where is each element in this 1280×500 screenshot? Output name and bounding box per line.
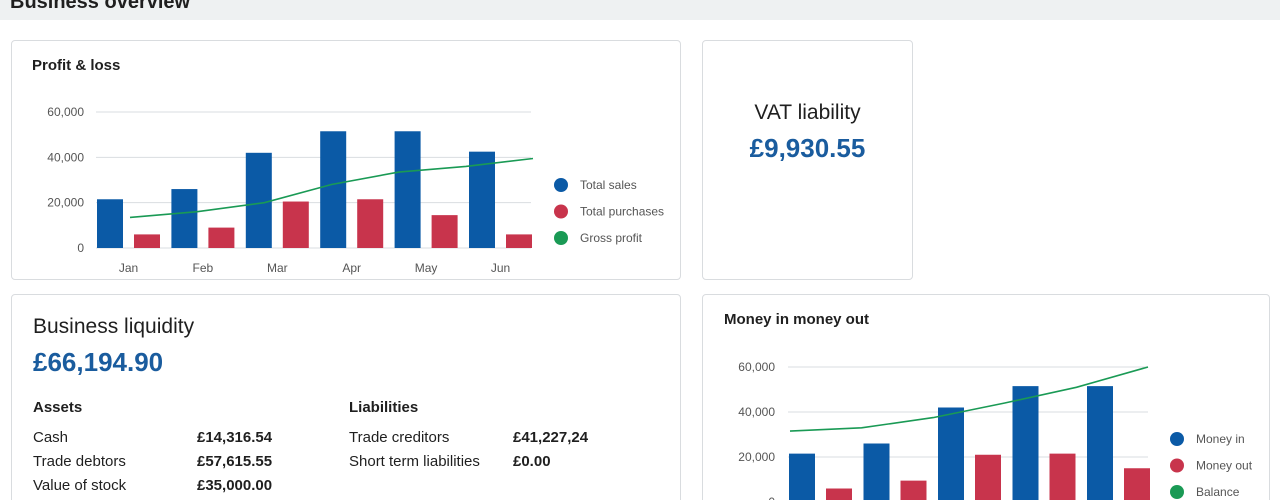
- x-tick-label: Jan: [119, 261, 138, 275]
- y-tick-label: 40,000: [738, 405, 775, 419]
- bar: [320, 131, 347, 248]
- bar: [394, 131, 421, 248]
- money-in-money-out-title: Money in money out: [724, 311, 870, 328]
- asset-value: £35,000.00: [197, 477, 273, 494]
- x-tick-label: Apr: [342, 261, 361, 275]
- vat-liability-value: £9,930.55: [749, 133, 866, 163]
- legend-label: Money in: [1196, 432, 1245, 446]
- legend-label: Total sales: [580, 178, 637, 192]
- bar: [171, 189, 198, 248]
- legend-marker: [1170, 458, 1184, 473]
- bar: [357, 199, 384, 248]
- asset-label: Cash: [33, 429, 69, 446]
- legend-marker: [554, 178, 568, 192]
- legend-label: Money out: [1196, 459, 1253, 473]
- dashboard-content: Profit & loss 60,000 40,000 20,000 0 Jan Feb M…: [0, 20, 1280, 500]
- business-liquidity-card: Business liquidity £66,194.90 Assets Cas…: [11, 294, 681, 500]
- x-tick-label: Feb: [193, 261, 214, 275]
- y-tick-label: 60,000: [47, 105, 84, 119]
- asset-label: Value of stock: [33, 477, 127, 494]
- bar: [789, 453, 815, 500]
- money-in-money-out-card: Money in money out 60,00040,00020,0000Ja…: [702, 294, 1270, 500]
- x-tick-label: Jun: [491, 261, 510, 275]
- line-series: [129, 157, 534, 219]
- liabilities-heading: Liabilities: [349, 399, 419, 416]
- bar: [282, 201, 309, 248]
- page-header: Business overview: [0, 0, 1280, 20]
- asset-value: £14,316.54: [197, 429, 273, 446]
- bar: [245, 152, 272, 248]
- bar: [900, 480, 927, 500]
- profit-loss-card: Profit & loss 60,000 40,000 20,000 0 Jan Feb M…: [11, 40, 681, 280]
- bar: [431, 215, 458, 248]
- legend-label: Balance: [1196, 485, 1240, 499]
- bar: [1012, 386, 1039, 500]
- assets-heading: Assets: [33, 399, 83, 416]
- business-liquidity-value: £66,194.90: [33, 347, 164, 377]
- bar: [1087, 386, 1113, 500]
- bar: [863, 443, 890, 500]
- bar: [208, 227, 235, 248]
- legend-label: Gross profit: [580, 231, 643, 245]
- bar: [506, 234, 532, 248]
- page-title: Business overview: [10, 0, 191, 13]
- asset-label: Trade debtors: [33, 453, 126, 470]
- liability-value: £41,227,24: [513, 429, 589, 446]
- legend-marker: [1170, 485, 1184, 499]
- liability-label: Short term liabilities: [349, 453, 480, 470]
- y-tick-label: 40,000: [47, 150, 84, 164]
- profit-loss-title: Profit & loss: [32, 57, 121, 74]
- x-tick-label: Mar: [267, 261, 288, 275]
- bar: [938, 407, 964, 500]
- y-tick-label: 60,000: [738, 360, 775, 374]
- business-liquidity-title: Business liquidity: [33, 315, 195, 338]
- bar: [97, 199, 123, 248]
- money-in-money-out-chart: 60,00040,00020,0000JanFebMarAprMayJunMon…: [738, 360, 1253, 500]
- y-tick-label: 20,000: [738, 450, 775, 464]
- asset-value: £57,615.55: [197, 453, 273, 470]
- bar: [826, 488, 852, 500]
- y-tick-label: 0: [77, 241, 84, 255]
- vat-liability-card: VAT liability £9,930.55: [702, 40, 913, 280]
- legend-marker: [1170, 432, 1184, 446]
- bar: [469, 151, 495, 248]
- vat-liability-label: VAT liability: [754, 101, 861, 124]
- legend-label: Total purchases: [580, 205, 664, 219]
- line-series: [789, 366, 1149, 432]
- bar: [1124, 468, 1150, 500]
- legend-marker: [554, 231, 568, 245]
- liability-value: £0.00: [513, 453, 551, 470]
- profit-loss-chart: 60,000 40,000 20,000 0 Jan Feb Mar Apr May Jun Tot…: [47, 105, 664, 275]
- legend-marker: [554, 204, 568, 219]
- x-tick-label: May: [415, 261, 438, 275]
- bar: [134, 234, 160, 248]
- bar: [1049, 453, 1076, 500]
- y-tick-label: 20,000: [47, 196, 84, 210]
- liability-label: Trade creditors: [349, 429, 450, 446]
- bar: [975, 454, 1001, 500]
- y-tick-label: 0: [768, 495, 775, 500]
